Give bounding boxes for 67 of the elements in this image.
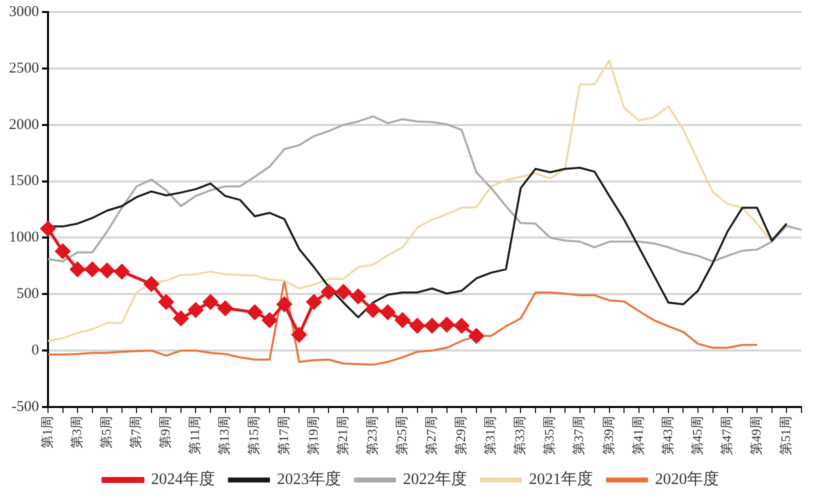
y-tick-label: 500 bbox=[16, 286, 39, 302]
x-tick-label: 第47周 bbox=[718, 416, 734, 455]
y-tick-label: 1000 bbox=[9, 230, 39, 246]
legend-label: 2022年度 bbox=[403, 470, 467, 488]
x-tick-label: 第37周 bbox=[571, 416, 586, 455]
point bbox=[321, 284, 336, 300]
x-tick-label: 第51周 bbox=[778, 416, 794, 455]
y-tick-label: 2500 bbox=[9, 60, 39, 76]
x-tick-label: 第1周 bbox=[39, 416, 54, 448]
point bbox=[350, 288, 366, 304]
y-tick-label: 1500 bbox=[9, 173, 39, 190]
point bbox=[365, 302, 380, 318]
point bbox=[70, 262, 86, 277]
point bbox=[395, 312, 410, 328]
x-tick-label: 第27周 bbox=[424, 416, 439, 455]
x-tick-label: 第19周 bbox=[305, 416, 320, 455]
y-tick-label: 3000 bbox=[9, 4, 39, 20]
x-tick-label: 第49周 bbox=[748, 416, 764, 455]
point bbox=[84, 262, 100, 277]
point bbox=[410, 318, 425, 334]
point bbox=[306, 294, 322, 310]
point bbox=[55, 244, 70, 259]
legend-label: 2020年度 bbox=[655, 470, 719, 488]
point bbox=[144, 276, 159, 292]
legend-label: 2023年度 bbox=[277, 470, 341, 488]
point bbox=[262, 312, 278, 328]
x-tick-label: 第23周 bbox=[364, 416, 380, 455]
point bbox=[454, 318, 470, 334]
x-tick-label: 第15周 bbox=[246, 416, 262, 455]
x-tick-label: 第33周 bbox=[512, 416, 528, 455]
x-tick-label: 第17周 bbox=[276, 416, 291, 455]
y-tick-label: 2000 bbox=[9, 116, 39, 133]
x-tick-label: 第31周 bbox=[482, 416, 498, 455]
point bbox=[188, 302, 204, 318]
x-tick-label: 第29周 bbox=[453, 416, 468, 455]
y-tick-label: 0 bbox=[32, 342, 39, 359]
point bbox=[468, 328, 484, 344]
point bbox=[247, 304, 262, 320]
point bbox=[380, 304, 396, 320]
legend-label: 2021年度 bbox=[529, 470, 593, 488]
point bbox=[173, 310, 188, 326]
x-tick-label: 第5周 bbox=[98, 416, 114, 448]
point bbox=[424, 318, 440, 334]
x-tick-label: 第25周 bbox=[394, 416, 409, 455]
x-tick-label: 第21周 bbox=[334, 416, 350, 455]
point bbox=[100, 262, 115, 278]
x-tick-label: 第7周 bbox=[128, 416, 144, 448]
y-tick-label: -500 bbox=[12, 398, 39, 415]
x-tick-label: 第9周 bbox=[158, 416, 173, 448]
x-tick-label: 第43周 bbox=[660, 416, 675, 455]
point bbox=[336, 284, 351, 300]
x-tick-label: 第45周 bbox=[689, 416, 704, 455]
point bbox=[218, 300, 233, 316]
point bbox=[276, 296, 292, 312]
point bbox=[292, 327, 307, 342]
x-tick-label: 第3周 bbox=[68, 416, 84, 448]
legend-label: 2024年度 bbox=[151, 470, 215, 488]
point bbox=[439, 317, 454, 332]
point bbox=[158, 294, 174, 310]
point bbox=[40, 221, 56, 236]
x-tick-label: 第41周 bbox=[630, 416, 646, 455]
point bbox=[114, 264, 130, 280]
x-tick-label: 第35周 bbox=[542, 416, 557, 455]
x-tick-label: 第39周 bbox=[600, 416, 616, 455]
x-tick-label: 第11周 bbox=[187, 416, 202, 455]
point bbox=[203, 294, 218, 310]
x-tick-label: 第13周 bbox=[216, 416, 232, 455]
